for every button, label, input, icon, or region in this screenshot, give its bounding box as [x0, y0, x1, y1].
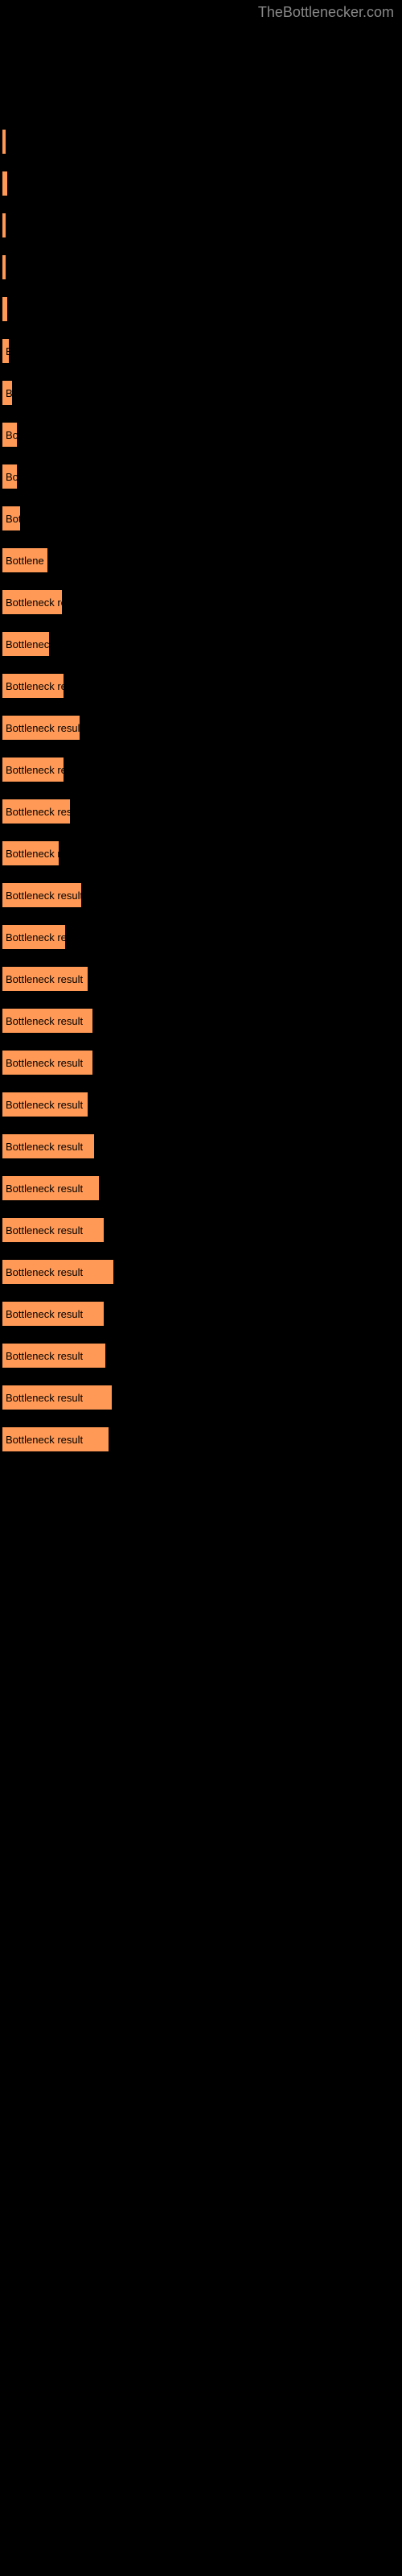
- bar-row: B: [2, 364, 402, 406]
- bar-row: Bottleneck result: [2, 1117, 402, 1159]
- bar-chart: BB Bo Bo Bot Bottlene Bottleneck re Bottlenec B…: [0, 0, 402, 1452]
- bar-row: Bottleneck res: [2, 741, 402, 782]
- bar-row: Bottleneck result: [2, 1285, 402, 1327]
- bar-row: Bottleneck result: [2, 1159, 402, 1201]
- bar: [2, 129, 6, 155]
- bar: Bottlenec: [2, 631, 50, 657]
- bar: Bo: [2, 422, 18, 448]
- bar: Bottleneck result: [2, 1301, 105, 1327]
- bar: Bottleneck res: [2, 673, 64, 699]
- bar-row: Bottleneck result: [2, 1368, 402, 1410]
- bar: Bottleneck result: [2, 1050, 93, 1075]
- bar: Bottleneck result: [2, 1259, 114, 1285]
- bar: Bottleneck result: [2, 1343, 106, 1368]
- bar: Bottleneck result: [2, 1008, 93, 1034]
- bar-row: Bo: [2, 448, 402, 489]
- bar: Bottleneck result: [2, 1385, 113, 1410]
- bar: Bottleneck resu: [2, 799, 71, 824]
- bar-row: Bottleneck result: [2, 699, 402, 741]
- bar-row: [2, 155, 402, 196]
- bar: Bottleneck result: [2, 715, 80, 741]
- bar: Bot: [2, 506, 21, 531]
- bar-row: Bottlene: [2, 531, 402, 573]
- bar: Bottleneck result: [2, 1175, 100, 1201]
- bar: [2, 296, 8, 322]
- bar: Bottlene: [2, 547, 48, 573]
- bar: Bottleneck res: [2, 757, 64, 782]
- bar-row: Bottleneck resu: [2, 782, 402, 824]
- bar-row: Bottleneck res: [2, 657, 402, 699]
- watermark-text: TheBottlenecker.com: [258, 4, 394, 21]
- bar: [2, 213, 6, 238]
- bar: Bottleneck re: [2, 589, 63, 615]
- bar-row: Bo: [2, 406, 402, 448]
- bar: Bottleneck result: [2, 966, 88, 992]
- bar-row: [2, 238, 402, 280]
- bar-row: Bottleneck result: [2, 1075, 402, 1117]
- bar: B: [2, 380, 13, 406]
- bar: Bo: [2, 464, 18, 489]
- bar: Bottleneck result: [2, 1217, 105, 1243]
- bar-row: Bottleneck r: [2, 824, 402, 866]
- bar-row: Bottleneck result: [2, 1243, 402, 1285]
- bar-row: Bot: [2, 489, 402, 531]
- bar-row: B: [2, 322, 402, 364]
- bar: Bottleneck result: [2, 1092, 88, 1117]
- bar: [2, 171, 8, 196]
- bar-row: [2, 196, 402, 238]
- bar: [2, 254, 6, 280]
- bar: B: [2, 338, 10, 364]
- bar-row: Bottleneck re: [2, 573, 402, 615]
- bar-row: Bottleneck result: [2, 992, 402, 1034]
- bar-row: Bottleneck res: [2, 908, 402, 950]
- bar: Bottleneck result: [2, 1426, 109, 1452]
- bar: Bottleneck res: [2, 924, 66, 950]
- bar-row: Bottlenec: [2, 615, 402, 657]
- bar-row: Bottleneck result: [2, 950, 402, 992]
- bar-row: Bottleneck result: [2, 1410, 402, 1452]
- bar-row: [2, 280, 402, 322]
- bar: Bottleneck result: [2, 882, 82, 908]
- bar-row: Bottleneck result: [2, 1201, 402, 1243]
- bar: Bottleneck r: [2, 840, 59, 866]
- bar-row: Bottleneck result: [2, 866, 402, 908]
- bar: Bottleneck result: [2, 1133, 95, 1159]
- bar-row: [2, 113, 402, 155]
- bar-row: Bottleneck result: [2, 1327, 402, 1368]
- bar-row: Bottleneck result: [2, 1034, 402, 1075]
